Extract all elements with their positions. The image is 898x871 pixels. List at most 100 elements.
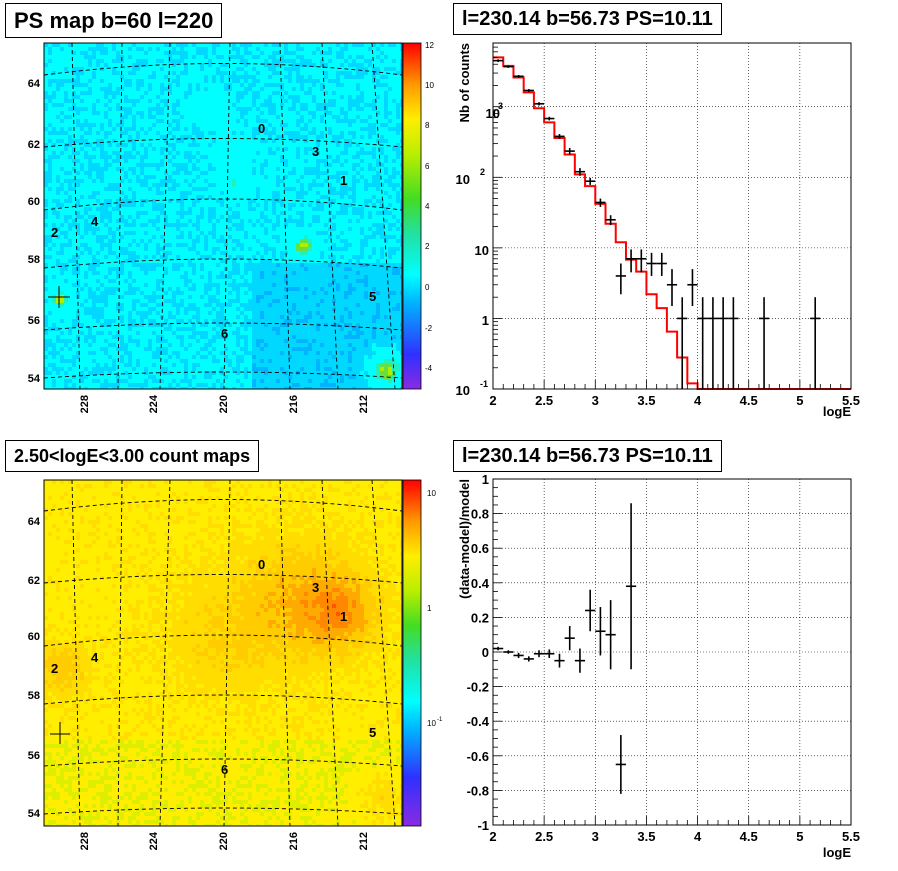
heatmap-cell [372,227,376,231]
heatmap-cell [276,235,280,239]
heatmap-cell [264,207,268,211]
heatmap-cell [296,167,300,171]
heatmap-cell [52,219,56,223]
heatmap-cell [288,251,292,255]
heatmap-cell [328,151,332,155]
heatmap-cell [272,123,276,127]
heatmap-cell [84,223,88,227]
heatmap-cell [72,259,76,263]
heatmap-cell [152,243,156,247]
heatmap-cell [320,175,324,179]
heatmap-cell [284,119,288,123]
heatmap-cell [372,175,376,179]
heatmap-cell [72,231,76,235]
heatmap-cell [356,71,360,75]
heatmap-cell [88,71,92,75]
heatmap-cell [132,71,136,75]
heatmap-cell [304,243,308,247]
heatmap-cell [104,91,108,95]
heatmap-cell [84,211,88,215]
heatmap-cell [208,147,212,151]
heatmap-cell [196,155,200,159]
heatmap-cell [208,59,212,63]
heatmap-cell [172,127,176,131]
heatmap-cell [180,223,184,227]
heatmap-cell [228,187,232,191]
heatmap-cell [64,255,68,259]
heatmap-cell [180,131,184,135]
heatmap-cell [120,111,124,115]
heatmap-cell [192,43,196,47]
heatmap-cell [44,195,48,199]
heatmap-cell [252,99,256,103]
heatmap-cell [356,75,360,79]
heatmap-cell [396,215,400,219]
heatmap-cell [148,227,152,231]
heatmap-cell [156,139,160,143]
heatmap-cell [364,123,368,127]
heatmap-cell [60,191,64,195]
heatmap-cell [260,151,264,155]
heatmap-cell [148,171,152,175]
heatmap-cell [136,91,140,95]
heatmap-cell [296,247,300,251]
heatmap-cell [200,175,204,179]
heatmap-cell [232,255,236,259]
heatmap-cell [96,139,100,143]
heatmap-cell [168,139,172,143]
heatmap-cell [120,163,124,167]
heatmap-cell [92,131,96,135]
heatmap-cell [164,147,168,151]
heatmap-cell [208,151,212,155]
heatmap-cell [260,51,264,55]
heatmap-cell [352,91,356,95]
heatmap-cell [244,211,248,215]
heatmap-cell [124,151,128,155]
heatmap-cell [324,103,328,107]
heatmap-cell [124,231,128,235]
heatmap-cell [360,67,364,71]
heatmap-cell [256,159,260,163]
heatmap-cell [304,71,308,75]
heatmap-cell [188,111,192,115]
heatmap-cell [144,155,148,159]
heatmap-cell [76,187,80,191]
heatmap-cell [104,251,108,255]
heatmap-cell [104,235,108,239]
heatmap-cell [208,255,212,259]
heatmap-cell [360,127,364,131]
heatmap-cell [168,219,172,223]
heatmap-cell [100,159,104,163]
heatmap-cell [340,99,344,103]
heatmap-cell [160,135,164,139]
heatmap-cell [128,83,132,87]
heatmap-cell [380,67,384,71]
heatmap-cell [380,47,384,51]
heatmap-cell [240,135,244,139]
heatmap-cell [104,191,108,195]
heatmap-cell [68,151,72,155]
heatmap-cell [84,243,88,247]
heatmap-cell [112,163,116,167]
heatmap-cell [396,147,400,151]
heatmap-cell [68,43,72,47]
heatmap-cell [344,239,348,243]
heatmap-cell [172,79,176,83]
heatmap-cell [360,155,364,159]
heatmap-cell [204,163,208,167]
heatmap-cell [400,79,402,83]
heatmap-cell [136,127,140,131]
heatmap-cell [120,215,124,219]
heatmap-cell [108,87,112,91]
heatmap-cell [172,135,176,139]
heatmap-cell [228,259,232,263]
heatmap-cell [128,91,132,95]
heatmap-cell [260,123,264,127]
heatmap-cell [84,199,88,203]
heatmap-cell [376,83,380,87]
heatmap-cell [400,203,402,207]
heatmap-cell [232,243,236,247]
heatmap-cell [64,247,68,251]
heatmap-cell [192,51,196,55]
heatmap-cell [176,115,180,119]
